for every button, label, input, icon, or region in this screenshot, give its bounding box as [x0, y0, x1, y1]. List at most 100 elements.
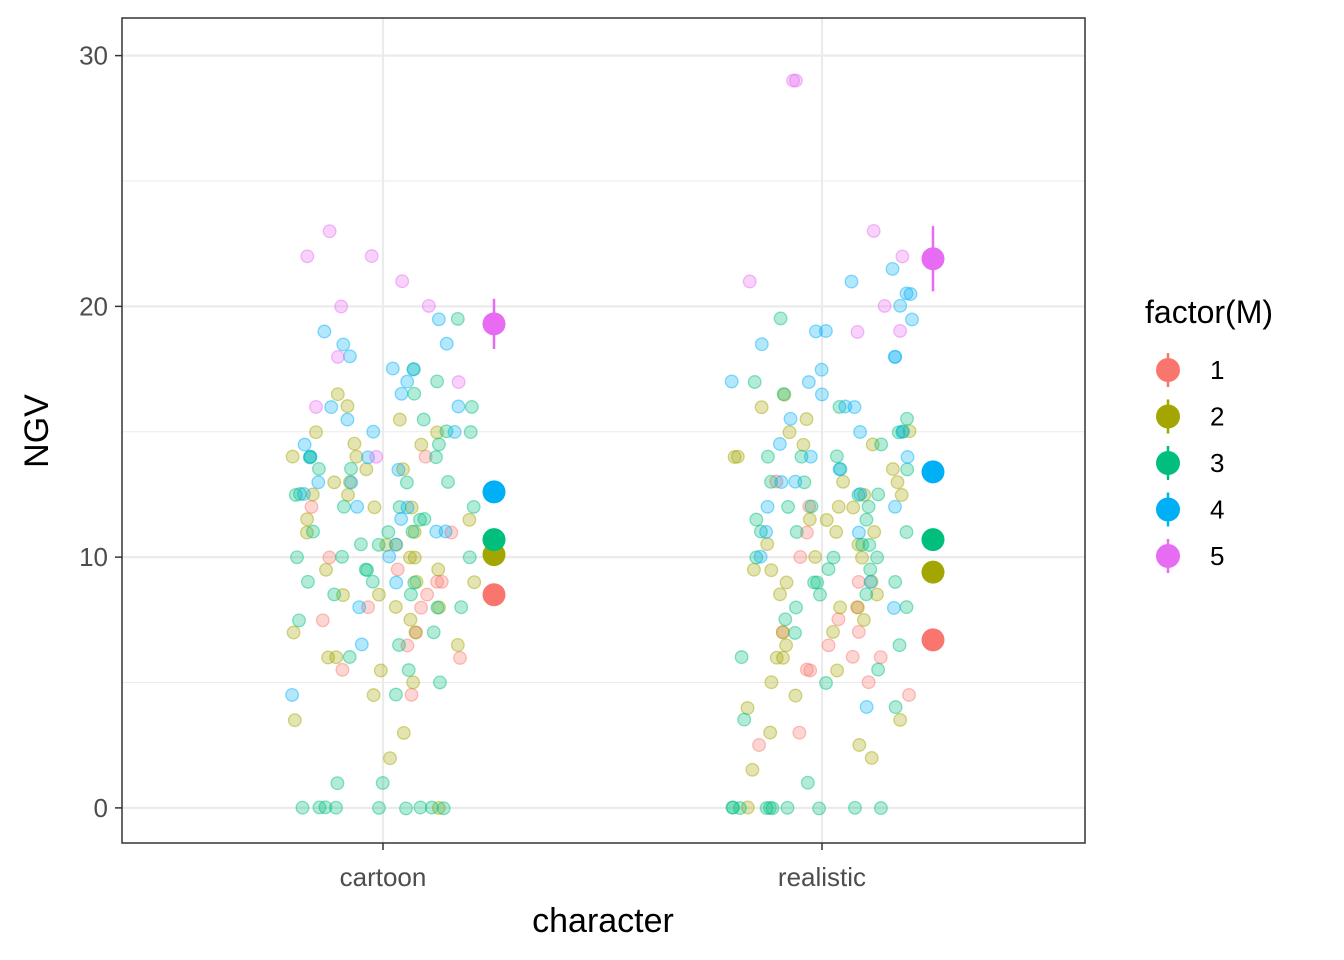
data-point-m3: [432, 675, 447, 690]
data-point-m1: [409, 625, 423, 640]
data-point-m1: [799, 525, 814, 540]
data-point-m3: [813, 587, 827, 602]
data-point-m2: [432, 600, 447, 615]
data-point-m4: [382, 549, 397, 564]
data-point-m5: [786, 73, 801, 88]
data-point-m3: [407, 386, 422, 401]
data-point-m3: [413, 512, 427, 527]
x-axis: cartoon realistic: [340, 843, 866, 892]
data-point-m3: [466, 499, 481, 514]
data-point-m3: [388, 687, 403, 702]
data-point-m1: [430, 574, 445, 589]
data-point-m5: [895, 249, 910, 264]
data-point-m2: [727, 450, 742, 464]
data-point-m2: [396, 462, 410, 477]
data-point-m2: [305, 487, 320, 502]
data-point-m4: [296, 487, 311, 501]
data-point-m3: [807, 575, 822, 590]
data-point-m4: [900, 450, 915, 464]
data-point-m1: [752, 738, 767, 752]
data-point-m2: [349, 449, 364, 464]
data-point-m1: [851, 574, 866, 589]
data-point-m3: [450, 311, 465, 326]
legend-key-dot: [1156, 544, 1180, 568]
data-point-m1: [322, 550, 337, 565]
data-point-m4: [324, 400, 339, 415]
data-point-m2: [431, 562, 446, 577]
y-tick-label: 10: [79, 542, 108, 572]
data-point-m1: [390, 562, 405, 577]
data-point-m2: [776, 650, 790, 665]
data-point-m2: [745, 762, 760, 777]
data-point-m3: [342, 650, 357, 664]
data-point-m4: [406, 362, 421, 377]
data-point-m1: [831, 612, 846, 627]
y-axis-title: NGV: [18, 394, 56, 468]
mean-point-m1: [921, 628, 945, 652]
data-point-m1: [850, 600, 865, 615]
data-point-m3: [871, 662, 886, 677]
data-point-m3: [855, 537, 870, 552]
data-point-m5: [369, 449, 384, 464]
data-point-m4: [851, 525, 866, 540]
data-point-m2: [764, 563, 779, 578]
data-point-m1: [861, 675, 876, 690]
data-point-m2: [830, 663, 845, 678]
data-point-m3: [416, 412, 431, 427]
data-point-m4: [905, 312, 919, 327]
data-point-m3: [295, 800, 310, 815]
data-point-m5: [395, 274, 410, 289]
data-point-m1: [335, 662, 350, 677]
data-point-m3: [773, 311, 788, 326]
jittered-points: [285, 73, 919, 816]
data-point-m3: [804, 499, 819, 514]
data-point-m2: [319, 562, 333, 577]
legend-label: 4: [1210, 495, 1224, 525]
data-point-m3: [436, 801, 451, 816]
mean-point-m4: [921, 460, 945, 484]
data-point-m3: [900, 411, 914, 426]
data-point-m1: [361, 600, 376, 615]
legend-label: 5: [1210, 541, 1224, 571]
data-point-m2: [831, 499, 846, 514]
data-point-m4: [838, 399, 853, 414]
data-point-m2: [409, 574, 424, 589]
data-point-m1: [453, 650, 467, 665]
data-point-m3: [892, 638, 907, 653]
data-point-m4: [903, 287, 918, 301]
data-point-m2: [300, 512, 315, 527]
data-point-m2: [740, 701, 755, 716]
data-point-m2: [826, 624, 840, 639]
data-point-m3: [424, 800, 439, 815]
data-point-m1: [775, 625, 790, 640]
data-point-m3: [401, 663, 416, 678]
data-point-m3: [454, 600, 469, 615]
data-point-m2: [341, 487, 355, 502]
data-point-m2: [893, 712, 908, 727]
data-point-m3: [392, 500, 407, 515]
data-point-m4: [847, 400, 862, 415]
data-point-m2: [379, 538, 394, 552]
data-point-m3: [399, 475, 414, 490]
data-point-m3: [430, 374, 445, 389]
data-point-m1: [400, 638, 415, 653]
data-point-m5: [877, 298, 892, 313]
data-point-m2: [330, 387, 345, 402]
data-point-m3: [311, 461, 326, 476]
data-point-m4: [724, 374, 739, 389]
data-point-m2: [769, 650, 784, 665]
data-point-m2: [407, 525, 422, 539]
legend: factor(M) 1 2 3 4 5: [1145, 294, 1273, 573]
data-point-m2: [407, 550, 422, 565]
data-point-m2: [430, 425, 445, 440]
data-point-m2: [340, 399, 355, 414]
data-point-m2: [885, 462, 900, 477]
data-point-m3: [413, 800, 428, 815]
data-point-m2: [852, 738, 867, 752]
data-point-m3: [329, 800, 343, 815]
data-point-m2: [775, 625, 790, 640]
data-point-m5: [742, 274, 757, 289]
data-point-m3: [899, 525, 914, 540]
data-point-m2: [467, 575, 482, 590]
data-point-m4: [885, 261, 900, 276]
